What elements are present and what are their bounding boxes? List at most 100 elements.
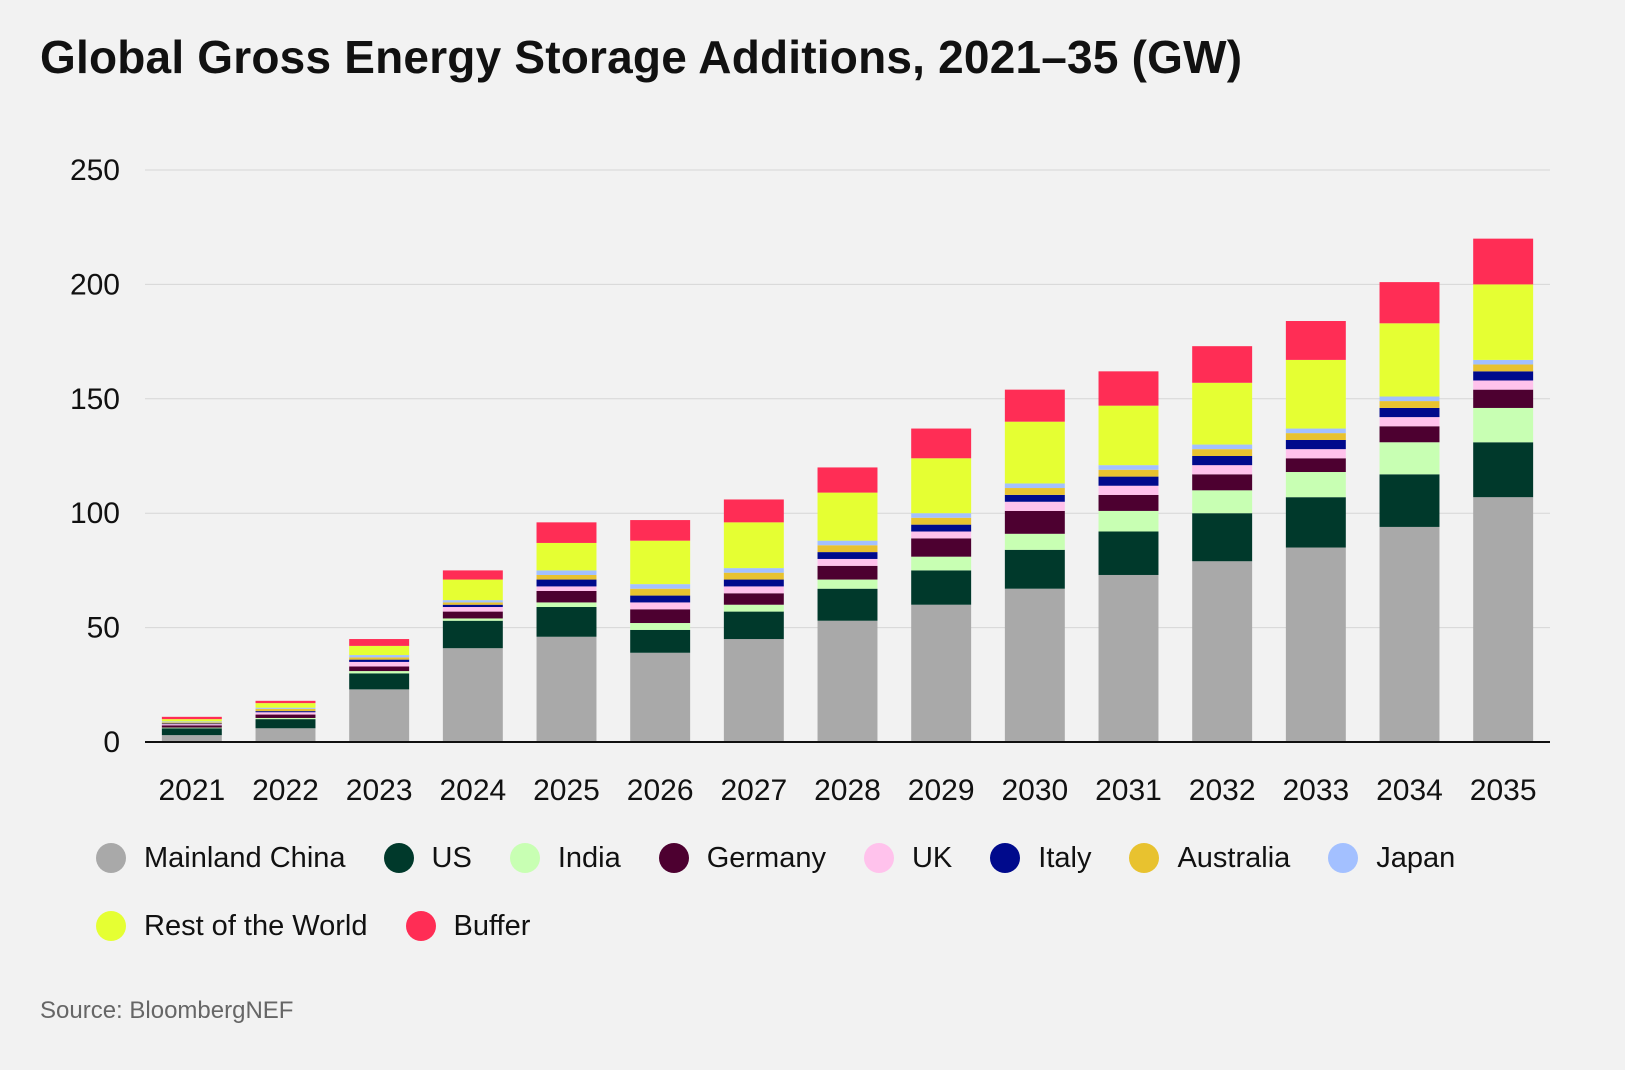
bar-segment bbox=[1098, 510, 1159, 532]
bar-segment bbox=[349, 671, 410, 674]
legend-item: UK bbox=[863, 838, 953, 878]
bar-segment bbox=[442, 648, 503, 742]
bar-segment bbox=[255, 711, 316, 713]
legend-swatch bbox=[863, 843, 894, 873]
bar-segment bbox=[1285, 497, 1346, 548]
bar-segment bbox=[1379, 282, 1440, 324]
bar-stack-2034 bbox=[1379, 282, 1440, 742]
bar-segment bbox=[1004, 421, 1065, 484]
legend-label: India bbox=[557, 841, 621, 874]
bar-segment bbox=[1098, 485, 1159, 495]
bar-segment bbox=[161, 724, 222, 726]
bar-segment bbox=[1192, 513, 1253, 562]
bar-segment bbox=[536, 579, 597, 587]
bar-segment bbox=[817, 579, 878, 589]
bar-segment bbox=[817, 467, 878, 493]
legend-label: Italy bbox=[1038, 841, 1092, 874]
bar-segment bbox=[161, 716, 222, 720]
stacked-bar-chart: 0 50 100 150 200 250 2021 2022 2023 2024 2025 2026… bbox=[70, 154, 1550, 807]
bar-segment bbox=[817, 545, 878, 553]
bar-segment bbox=[255, 703, 316, 708]
bar-segment bbox=[1098, 469, 1159, 477]
bar-segment bbox=[161, 723, 222, 725]
bar-segment bbox=[817, 558, 878, 566]
bar-segment bbox=[630, 540, 691, 585]
y-tick-label: 250 bbox=[70, 154, 120, 187]
bar-segment bbox=[442, 611, 503, 619]
bar-stack-2022 bbox=[255, 700, 316, 742]
bar-segment bbox=[255, 714, 316, 718]
bar-segment bbox=[1192, 346, 1253, 383]
bar-segment bbox=[349, 673, 410, 690]
bar-segment bbox=[817, 552, 878, 559]
bar-segment bbox=[1473, 364, 1534, 372]
bar-segment bbox=[1473, 284, 1534, 360]
x-tick-label: 2025 bbox=[533, 774, 600, 807]
bar-segment bbox=[1473, 442, 1534, 498]
bar-segment bbox=[255, 712, 316, 715]
legend-item: Japan bbox=[1328, 838, 1455, 878]
x-tick-label: 2022 bbox=[252, 774, 319, 807]
bar-stack-2030 bbox=[1004, 389, 1065, 742]
bar-segment bbox=[536, 574, 597, 580]
x-tick-label: 2024 bbox=[439, 774, 506, 807]
bar-segment bbox=[817, 565, 878, 580]
legend-item: Italy bbox=[990, 838, 1091, 878]
bar-segment bbox=[630, 520, 691, 541]
bar-segment bbox=[817, 588, 878, 621]
bar-segment bbox=[911, 556, 972, 571]
bar-segment bbox=[911, 531, 972, 539]
bar-segment bbox=[630, 652, 691, 742]
bar-segment bbox=[255, 728, 316, 742]
bar-segment bbox=[1192, 449, 1253, 456]
bar-segment bbox=[1192, 456, 1253, 466]
bar-segment bbox=[1004, 488, 1065, 495]
bar-stack-2026 bbox=[630, 520, 691, 742]
bar-segment bbox=[1004, 389, 1065, 422]
bar-segment bbox=[1379, 401, 1440, 408]
bar-segment bbox=[1379, 442, 1440, 475]
x-tick-label: 2029 bbox=[908, 774, 975, 807]
legend-item: Australia bbox=[1129, 838, 1290, 878]
bar-segment bbox=[911, 458, 972, 514]
bar-segment bbox=[536, 636, 597, 742]
bar-segment bbox=[255, 700, 316, 704]
bar-segment bbox=[1004, 510, 1065, 534]
bar-segment bbox=[1379, 426, 1440, 443]
bar-segment bbox=[1473, 371, 1534, 381]
y-tick-label: 150 bbox=[70, 383, 120, 416]
bar-segment bbox=[1098, 574, 1159, 742]
x-tick-label: 2034 bbox=[1376, 774, 1443, 807]
x-tick-label: 2027 bbox=[720, 774, 787, 807]
bar-segment bbox=[255, 719, 316, 729]
bar-segment bbox=[1098, 476, 1159, 486]
bar-segment bbox=[536, 570, 597, 575]
bar-segment bbox=[817, 492, 878, 541]
legend-label: Germany bbox=[706, 841, 826, 874]
chart-title: Global Gross Energy Storage Additions, 2… bbox=[40, 31, 1243, 83]
x-tick-labels: 2021 2022 2023 2024 2025 2026 2027 2028 2029 2030… bbox=[158, 774, 1536, 807]
bar-segment bbox=[723, 579, 784, 587]
bar-segment bbox=[161, 725, 222, 728]
bar-stack-2024 bbox=[442, 570, 503, 742]
bar-stack-2027 bbox=[723, 499, 784, 742]
bar-segment bbox=[1192, 444, 1253, 450]
bar-segment bbox=[911, 570, 972, 605]
bar-segment bbox=[442, 602, 503, 605]
bars bbox=[161, 238, 1534, 742]
legend-swatch bbox=[1129, 843, 1160, 873]
bar-segment bbox=[723, 586, 784, 594]
bar-segment bbox=[536, 542, 597, 571]
legend-label: Japan bbox=[1376, 841, 1456, 874]
bar-segment bbox=[1379, 407, 1440, 418]
bar-stack-2025 bbox=[536, 522, 597, 742]
bar-segment bbox=[1473, 380, 1534, 390]
bar-segment bbox=[1285, 433, 1346, 440]
bar-segment bbox=[1285, 472, 1346, 498]
bar-segment bbox=[1285, 359, 1346, 429]
legend-label: UK bbox=[911, 841, 953, 874]
bar-segment bbox=[255, 707, 316, 709]
bar-segment bbox=[536, 590, 597, 603]
x-tick-label: 2032 bbox=[1189, 774, 1256, 807]
bar-segment bbox=[1004, 483, 1065, 489]
